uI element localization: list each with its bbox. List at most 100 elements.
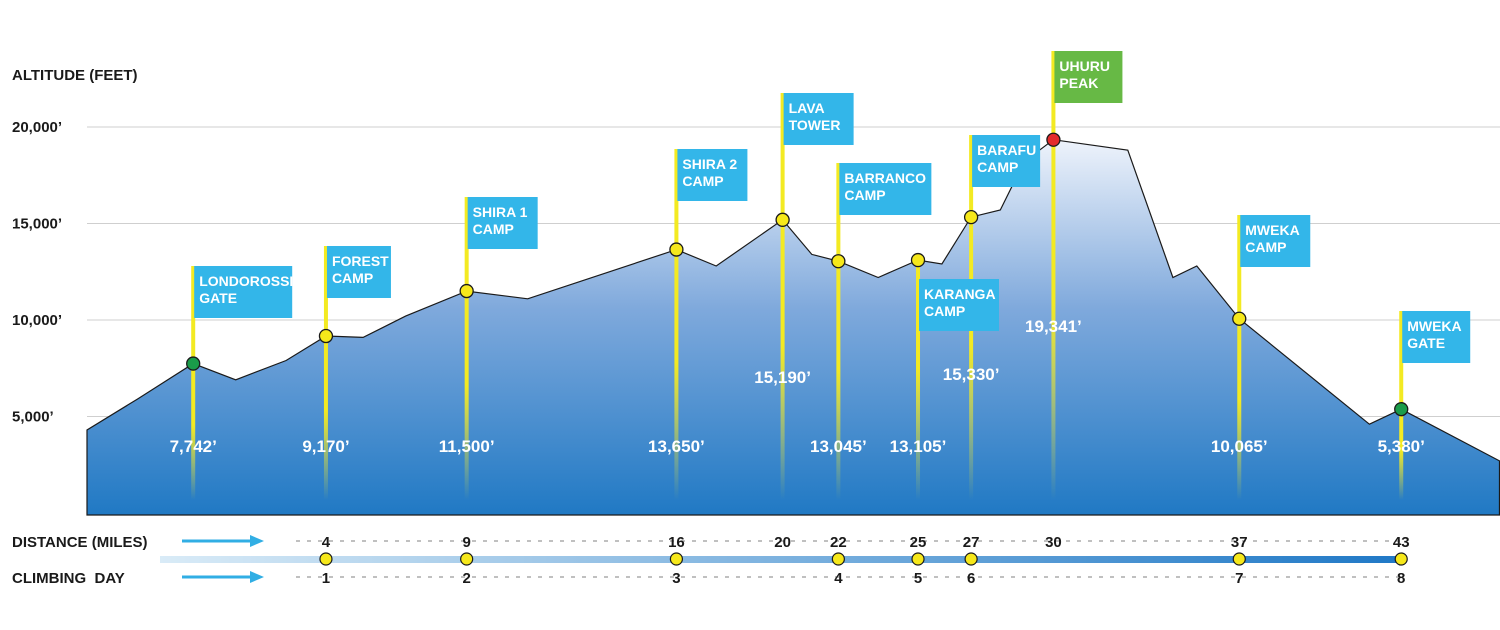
camp-altitude-label: 7,742’: [170, 437, 217, 456]
camp-name-label: CAMP: [332, 270, 373, 286]
camp-pole-fade: [836, 261, 841, 500]
camp-pole-fade: [916, 260, 921, 500]
timeline-marker: [460, 552, 474, 566]
camp-name-label: PEAK: [1059, 75, 1098, 91]
camp-sign: [194, 266, 293, 318]
camp-sign: [783, 93, 854, 145]
camp-pole-fade: [464, 291, 469, 500]
timeline-marker: [831, 552, 845, 566]
camp-pole-fade: [191, 363, 196, 500]
camp-pole: [836, 163, 841, 262]
timeline-marker: [1394, 552, 1408, 566]
arrow-head: [250, 535, 264, 547]
camp-sign: [677, 149, 748, 201]
camp-altitude-label: 13,650’: [648, 437, 705, 456]
camp-name-label: MWEKA: [1245, 222, 1299, 238]
distance-tick-label: 25: [910, 534, 927, 551]
camp-pole-fade: [1399, 409, 1404, 500]
day-tick-label: 5: [914, 570, 922, 587]
y-tick-label: 15,000’: [12, 216, 62, 233]
y-tick-label: 10,000’: [12, 312, 62, 329]
day-tick-labels: 1 2 3 4 5 6 7 8: [322, 570, 1406, 587]
camp-name-label: LONDOROSSI: [199, 273, 293, 289]
distance-tick-label: 20: [774, 534, 791, 551]
timeline-bar-group: [160, 552, 1408, 566]
camp-name-label: TOWER: [789, 117, 841, 133]
camp-marker: [186, 356, 201, 371]
day-tick-label: 4: [834, 570, 843, 587]
camp-pole: [780, 93, 785, 220]
timeline-marker: [964, 552, 978, 566]
camp-altitude-label: 15,190’: [754, 368, 811, 387]
day-tick-label: 1: [322, 570, 330, 587]
camp-sign: [972, 135, 1041, 187]
camp-name-label: FOREST: [332, 253, 389, 269]
distance-row: DISTANCE (MILES) 4 9 16 20 22 25 27 30 37 43: [12, 534, 1410, 551]
timeline-markers: [319, 552, 1408, 566]
camp-name-label: SHIRA 2: [682, 156, 737, 172]
camp-altitude-label: 13,105’: [890, 437, 947, 456]
camp-pole: [464, 197, 469, 292]
camp-sign: [1240, 215, 1311, 267]
day-arrow-icon: [182, 571, 264, 583]
camp-marker: [459, 283, 474, 299]
camp-pole-fade: [780, 219, 785, 500]
camp-sign: [326, 246, 391, 298]
camp-sign: [839, 163, 932, 215]
camp-name-label: GATE: [1407, 335, 1445, 351]
camp-pole: [1237, 215, 1242, 319]
camp-sign: [1402, 311, 1471, 363]
y-tick-label: 20,000’: [12, 119, 62, 136]
distance-tick-label: 43: [1393, 534, 1410, 551]
camp-pole-fade: [674, 249, 679, 500]
camp-pole-fade: [1051, 139, 1056, 501]
camp-marker: [775, 212, 790, 227]
camp-marker: [1232, 311, 1247, 326]
camp-altitude-label: 10,065’: [1211, 437, 1268, 456]
y-tick-label: 5,000’: [12, 409, 54, 426]
camp-marker: [318, 328, 334, 344]
camp-sign: [467, 197, 538, 249]
day-tick-label: 3: [672, 570, 680, 587]
camp-altitude-label: 11,500’: [439, 437, 495, 456]
elevation-profile-area: [86, 139, 1500, 516]
camp-name-label: BARAFU: [977, 142, 1036, 158]
camp-altitude-label: 13,045’: [810, 437, 867, 456]
distance-axis-label: DISTANCE (MILES): [12, 534, 148, 551]
distance-arrow-icon: [182, 535, 264, 547]
camp-altitude-label: 9,170’: [302, 437, 349, 456]
camp-pole: [191, 266, 196, 364]
timeline-marker: [669, 552, 684, 566]
day-row: CLIMBING DAY 1 2 3 4 5 6 7 8: [12, 570, 1405, 587]
camp-name-label: MWEKA: [1407, 318, 1461, 334]
timeline-marker: [319, 552, 333, 566]
camp-name-label: GATE: [199, 290, 237, 306]
camp-pole-fade: [1237, 318, 1242, 500]
camp-markers: [186, 132, 1409, 417]
distance-tick-label: 4: [322, 534, 331, 551]
day-tick-label: 7: [1235, 570, 1243, 587]
timeline-marker: [911, 552, 925, 566]
camp-marker: [831, 254, 846, 269]
camp-name-label: CAMP: [473, 221, 514, 237]
camp-name-label: CAMP: [682, 173, 723, 189]
y-axis-tick-labels: 5,000’ 10,000’ 15,000’ 20,000’: [12, 119, 62, 426]
distance-tick-labels: 4 9 16 20 22 25 27 30 37 43: [322, 534, 1410, 551]
timeline-marker: [1232, 552, 1246, 566]
distance-tick-label: 37: [1231, 534, 1248, 551]
camp-pole: [1399, 311, 1404, 410]
camp-name-label: SHIRA 1: [473, 204, 528, 220]
day-tick-label: 8: [1397, 570, 1405, 587]
distance-tick-label: 16: [668, 534, 685, 551]
camp-name-label: CAMP: [924, 303, 965, 319]
y-axis-label: ALTITUDE (FEET): [12, 67, 138, 84]
day-tick-label: 6: [967, 570, 975, 587]
day-tick-label: 2: [462, 570, 470, 587]
camp-pole-fade: [969, 217, 974, 501]
camp-altitude-label: 15,330’: [943, 365, 1000, 384]
camp-name-label: CAMP: [844, 187, 885, 203]
camp-name-label: CAMP: [977, 159, 1018, 175]
camp-name-label: CAMP: [1245, 239, 1286, 255]
